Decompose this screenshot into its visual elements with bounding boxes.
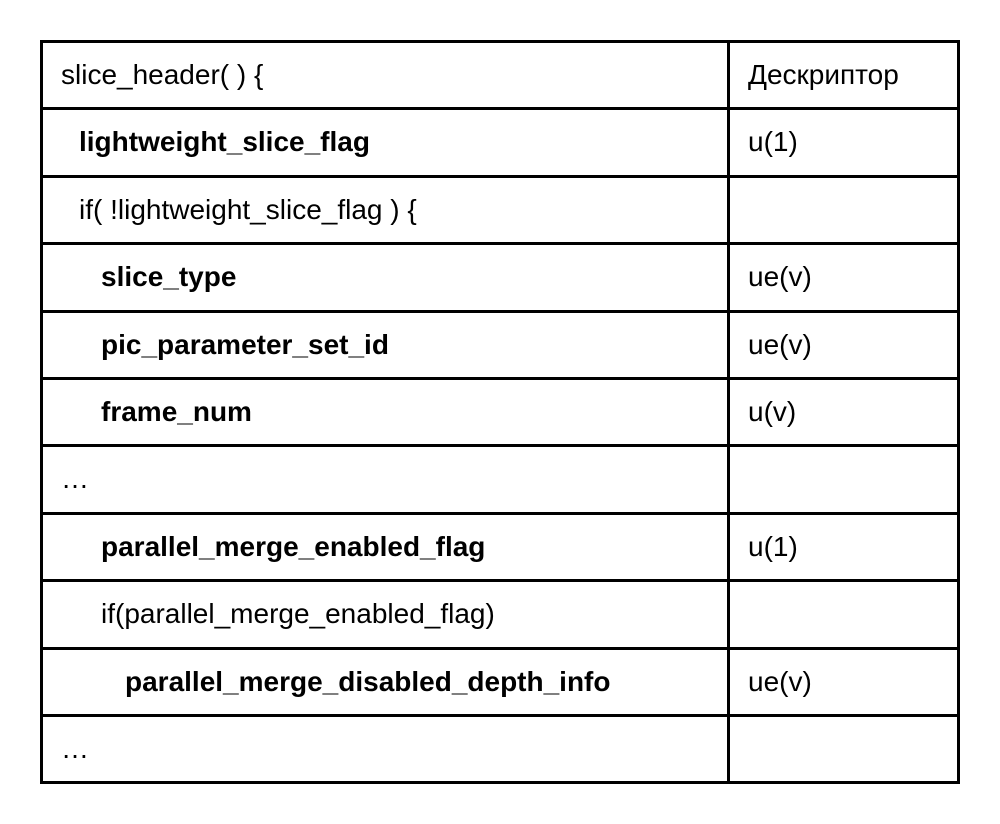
header-descriptor-cell: Дескриптор [729,42,959,109]
slice-header-syntax-table: slice_header( ) { Дескриптор lightweight… [40,40,960,784]
syntax-cell: parallel_merge_disabled_depth_info [42,648,729,715]
descriptor-cell: u(v) [729,378,959,445]
descriptor-cell [729,446,959,513]
syntax-cell: frame_num [42,378,729,445]
descriptor-cell: ue(v) [729,648,959,715]
table-row: slice_type ue(v) [42,244,959,311]
table-row: lightweight_slice_flag u(1) [42,109,959,176]
syntax-cell: … [42,446,729,513]
table-row: pic_parameter_set_id ue(v) [42,311,959,378]
syntax-cell: … [42,715,729,782]
syntax-cell: lightweight_slice_flag [42,109,729,176]
descriptor-cell [729,176,959,243]
header-function-cell: slice_header( ) { [42,42,729,109]
table-row: … [42,715,959,782]
table-row: if(parallel_merge_enabled_flag) [42,581,959,648]
table-row: frame_num u(v) [42,378,959,445]
descriptor-cell [729,581,959,648]
table-row: if( !lightweight_slice_flag ) { [42,176,959,243]
table-row: parallel_merge_disabled_depth_info ue(v) [42,648,959,715]
descriptor-cell [729,715,959,782]
descriptor-cell: ue(v) [729,311,959,378]
table-row: … [42,446,959,513]
syntax-cell: if(parallel_merge_enabled_flag) [42,581,729,648]
syntax-cell: parallel_merge_enabled_flag [42,513,729,580]
descriptor-cell: u(1) [729,513,959,580]
syntax-cell: slice_type [42,244,729,311]
descriptor-cell: ue(v) [729,244,959,311]
descriptor-cell: u(1) [729,109,959,176]
table-row: parallel_merge_enabled_flag u(1) [42,513,959,580]
table-header-row: slice_header( ) { Дескриптор [42,42,959,109]
syntax-cell: pic_parameter_set_id [42,311,729,378]
syntax-cell: if( !lightweight_slice_flag ) { [42,176,729,243]
